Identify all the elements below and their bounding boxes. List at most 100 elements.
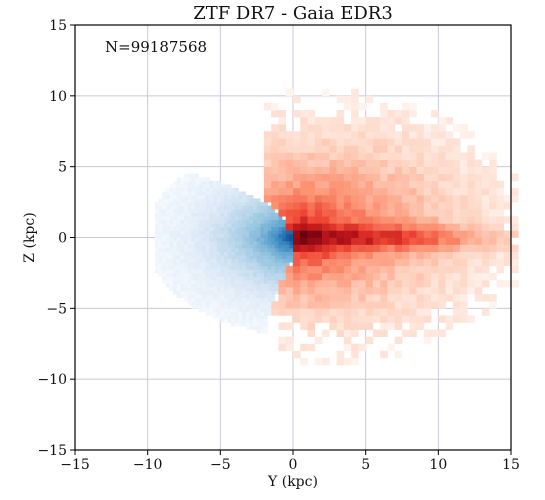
blue-heatmap-cell	[238, 212, 243, 217]
red-heatmap-cell	[293, 287, 301, 295]
blue-heatmap-cell	[234, 311, 239, 316]
red-heatmap-cell	[380, 280, 388, 288]
blue-heatmap-cell	[173, 237, 178, 242]
blue-heatmap-cell	[238, 223, 243, 228]
blue-heatmap-cell	[184, 244, 188, 249]
blue-heatmap-cell	[282, 262, 287, 267]
red-heatmap-cell	[372, 258, 381, 267]
blue-heatmap-cell	[173, 187, 178, 192]
red-heatmap-cell	[293, 195, 301, 203]
blue-heatmap-cell	[162, 248, 167, 252]
blue-heatmap-cell	[202, 219, 207, 224]
blue-heatmap-cell	[249, 297, 254, 302]
red-heatmap-cell	[380, 173, 388, 182]
blue-heatmap-cell	[220, 244, 225, 249]
red-heatmap-cell	[300, 209, 308, 217]
blue-heatmap-cell	[184, 191, 188, 196]
red-heatmap-cell	[358, 166, 366, 175]
blue-heatmap-cell	[184, 283, 188, 288]
blue-heatmap-cell	[227, 262, 232, 267]
blue-heatmap-cell	[231, 237, 236, 242]
blue-heatmap-cell	[238, 258, 243, 263]
blue-heatmap-cell	[184, 216, 188, 221]
blue-heatmap-cell	[253, 272, 257, 277]
red-heatmap-cell	[481, 152, 490, 160]
red-heatmap-cell	[300, 315, 308, 323]
red-heatmap-cell	[263, 166, 272, 175]
blue-heatmap-cell	[260, 209, 265, 214]
blue-heatmap-cell	[209, 297, 214, 302]
red-heatmap-cell	[481, 173, 490, 182]
blue-heatmap-cell	[260, 322, 265, 327]
red-heatmap-cell	[394, 322, 403, 330]
red-heatmap-cell	[322, 301, 330, 309]
blue-heatmap-cell	[213, 226, 217, 231]
red-heatmap-cell	[343, 244, 352, 252]
red-heatmap-cell	[452, 173, 461, 182]
blue-heatmap-cell	[202, 280, 207, 284]
red-heatmap-cell	[314, 237, 323, 245]
blue-heatmap-cell	[216, 301, 221, 306]
red-heatmap-cell	[358, 322, 366, 330]
blue-heatmap-cell	[194, 262, 199, 267]
red-heatmap-cell	[467, 265, 475, 274]
blue-heatmap-cell	[260, 283, 265, 288]
blue-heatmap-cell	[234, 315, 239, 320]
blue-heatmap-cell	[205, 187, 210, 192]
red-heatmap-cell	[365, 180, 374, 189]
red-heatmap-cell	[438, 209, 446, 217]
blue-heatmap-cell	[260, 294, 265, 299]
red-heatmap-cell	[423, 301, 432, 309]
blue-heatmap-cell	[242, 315, 247, 320]
red-heatmap-cell	[314, 223, 323, 231]
blue-heatmap-cell	[238, 230, 243, 235]
blue-heatmap-cell	[158, 198, 163, 203]
blue-heatmap-cell	[198, 241, 203, 245]
red-heatmap-cell	[380, 244, 388, 252]
red-heatmap-cell	[351, 265, 359, 274]
blue-heatmap-cell	[184, 187, 188, 192]
red-heatmap-cell	[358, 173, 366, 182]
blue-heatmap-cell	[216, 244, 221, 249]
red-heatmap-cell	[336, 173, 345, 182]
blue-heatmap-cell	[249, 223, 254, 228]
blue-heatmap-cell	[162, 237, 167, 242]
blue-heatmap-cell	[194, 297, 199, 302]
red-heatmap-cell	[365, 237, 374, 245]
red-heatmap-cell	[416, 272, 425, 281]
blue-heatmap-cell	[256, 262, 261, 267]
blue-heatmap-cell	[205, 191, 210, 196]
red-heatmap-cell	[314, 152, 323, 160]
red-heatmap-cell	[394, 265, 403, 274]
blue-heatmap-cell	[154, 216, 159, 221]
red-heatmap-cell	[336, 244, 345, 252]
blue-heatmap-cell	[245, 205, 250, 210]
blue-heatmap-cell	[216, 241, 221, 245]
blue-heatmap-cell	[238, 276, 243, 281]
red-heatmap-cell	[423, 173, 432, 182]
blue-heatmap-cell	[173, 230, 178, 235]
red-heatmap-cell	[511, 280, 519, 288]
red-heatmap-cell	[445, 187, 454, 196]
blue-heatmap-cell	[180, 209, 185, 214]
blue-heatmap-cell	[282, 223, 287, 228]
blue-heatmap-cell	[263, 209, 268, 214]
red-heatmap-cell	[358, 280, 366, 288]
blue-heatmap-cell	[231, 251, 236, 256]
red-heatmap-cell	[365, 152, 374, 160]
blue-heatmap-cell	[271, 248, 276, 252]
red-heatmap-cell	[431, 131, 439, 139]
blue-heatmap-cell	[184, 248, 188, 252]
blue-heatmap-cell	[198, 237, 203, 242]
blue-heatmap-cell	[209, 226, 214, 231]
red-heatmap-cell	[409, 166, 417, 175]
blue-heatmap-cell	[173, 219, 178, 224]
blue-heatmap-cell	[216, 304, 221, 309]
blue-heatmap-cell	[260, 262, 265, 267]
red-heatmap-cell	[314, 131, 323, 139]
blue-heatmap-cell	[245, 301, 250, 306]
blue-heatmap-cell	[187, 212, 192, 217]
red-heatmap-cell	[402, 209, 410, 217]
red-heatmap-cell	[343, 251, 352, 260]
red-heatmap-cell	[351, 195, 359, 203]
